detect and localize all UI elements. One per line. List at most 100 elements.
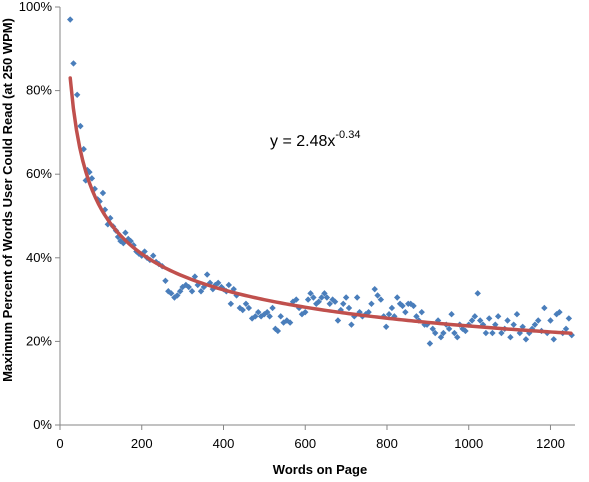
data-point [429, 325, 436, 333]
data-point [402, 308, 409, 316]
data-point [286, 319, 294, 326]
data-point [174, 292, 181, 299]
data-point [323, 294, 331, 301]
x-tick-label: 600 [294, 436, 316, 451]
data-point [413, 313, 420, 320]
data-point [445, 325, 453, 333]
data-point [197, 288, 205, 295]
data-point [418, 308, 425, 316]
data-point [556, 308, 563, 316]
data-point [225, 281, 233, 289]
data-point [440, 329, 447, 337]
data-point [194, 281, 201, 289]
data-point [476, 317, 484, 324]
data-point [182, 281, 190, 289]
y-tick-label: 100% [19, 0, 53, 14]
data-point [410, 302, 417, 310]
data-point [526, 329, 533, 337]
data-point [99, 189, 107, 197]
data-point [340, 300, 347, 307]
data-point [448, 311, 455, 318]
data-point [513, 311, 521, 318]
data-point [385, 311, 393, 318]
data-point [304, 296, 312, 303]
y-axis-title-group: Maximum Percent of Words User Could Read… [0, 18, 15, 382]
data-point [203, 271, 211, 278]
data-point [498, 329, 505, 337]
data-point [141, 248, 148, 255]
y-axis-title: Maximum Percent of Words User Could Read… [0, 18, 15, 382]
data-point [504, 317, 511, 324]
data-point [468, 317, 476, 324]
x-tick-label: 200 [131, 436, 153, 451]
trendline [68, 76, 573, 335]
data-point [266, 313, 273, 320]
data-point [568, 331, 575, 339]
data-point [531, 321, 539, 328]
data-point [507, 334, 514, 341]
data-point [185, 283, 192, 291]
data-point [242, 300, 250, 307]
data-point [374, 292, 381, 299]
data-point [510, 321, 517, 328]
data-point [269, 304, 276, 312]
data-point [188, 288, 196, 295]
data-point [252, 313, 259, 320]
equation-exponent: -0.34 [335, 129, 360, 141]
data-point [176, 288, 184, 295]
data-point [307, 290, 314, 297]
data-point [562, 325, 570, 333]
data-point [535, 317, 542, 324]
data-point [67, 16, 74, 23]
data-point [432, 329, 439, 337]
data-point [80, 145, 87, 153]
data-point [565, 315, 573, 322]
x-tick-label: 1000 [454, 436, 483, 451]
data-point [377, 296, 385, 303]
data-point [149, 252, 157, 259]
data-point [371, 285, 378, 293]
data-point [274, 327, 282, 335]
data-point [541, 304, 548, 312]
data-point [462, 327, 469, 335]
data-point [191, 273, 199, 280]
data-point [348, 321, 355, 328]
x-tick-label: 800 [376, 436, 398, 451]
data-point [368, 300, 375, 307]
axes [55, 6, 575, 430]
data-point [293, 296, 300, 303]
data-point [227, 300, 235, 307]
data-point [82, 177, 89, 184]
data-point [437, 334, 445, 341]
data-point [382, 323, 390, 330]
data-point [162, 277, 169, 284]
data-point [522, 336, 530, 343]
equation-text: y = 2.48x [270, 133, 335, 150]
data-point [264, 308, 271, 316]
x-tick-label: 400 [213, 436, 235, 451]
data-point [70, 60, 77, 67]
data-point [353, 294, 361, 301]
data-point [255, 308, 262, 316]
data-point [77, 122, 84, 130]
data-point [342, 294, 350, 301]
trendline-equation: y = 2.48x-0.34 [270, 129, 360, 150]
data-point [107, 214, 114, 222]
data-point [331, 298, 339, 305]
data-point [394, 294, 401, 301]
data-point [214, 279, 222, 287]
data-point [454, 334, 461, 341]
data-point [122, 229, 129, 236]
data-point [245, 304, 253, 312]
data-point [550, 336, 557, 343]
y-tick-label: 20% [26, 333, 52, 348]
data-point [547, 317, 554, 324]
y-tick-label: 40% [26, 250, 52, 265]
data-point [451, 329, 458, 337]
data-point [399, 302, 406, 310]
data-point [239, 306, 246, 314]
tick-labels: 0% 20% 40% 60% 80% 100% 0 200 400 600 800 1000 1200 [19, 0, 565, 451]
data-point [179, 283, 186, 291]
data-point [388, 304, 396, 312]
x-axis-title: Words on Page [273, 462, 367, 477]
